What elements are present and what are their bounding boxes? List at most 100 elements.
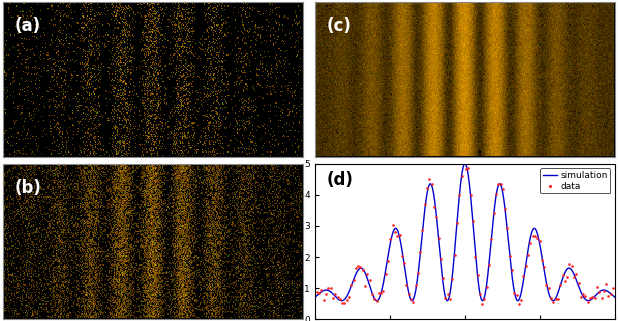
data <box>505 254 515 259</box>
data <box>489 211 499 216</box>
data <box>583 299 593 305</box>
data <box>323 286 333 291</box>
data <box>374 290 384 295</box>
data <box>349 277 358 282</box>
simulation <box>461 162 468 166</box>
data <box>445 297 455 302</box>
simulation <box>518 289 525 293</box>
data <box>386 237 396 242</box>
data <box>576 295 586 300</box>
data <box>567 264 577 269</box>
data <box>525 240 535 246</box>
Y-axis label: Intensity (a.u.): Intensity (a.u.) <box>289 203 299 280</box>
data <box>328 295 338 300</box>
data <box>466 193 476 198</box>
data <box>335 296 345 301</box>
data <box>590 296 599 301</box>
data <box>353 263 363 268</box>
data <box>537 257 547 263</box>
data <box>578 291 588 296</box>
data <box>532 235 542 240</box>
data <box>540 264 549 269</box>
data <box>438 275 448 280</box>
data <box>535 238 544 243</box>
data <box>551 297 561 302</box>
data <box>496 182 506 187</box>
data <box>387 222 397 228</box>
data <box>371 299 381 304</box>
data <box>441 295 451 300</box>
data <box>399 261 409 266</box>
data <box>477 301 487 307</box>
data <box>507 267 517 272</box>
Text: (c): (c) <box>327 17 352 35</box>
data <box>521 264 531 269</box>
data <box>330 292 340 297</box>
data <box>360 283 370 288</box>
data <box>383 258 393 263</box>
data <box>500 207 510 212</box>
simulation <box>611 295 618 299</box>
simulation <box>546 293 553 297</box>
data <box>572 272 582 277</box>
data <box>342 297 352 302</box>
data <box>337 300 347 305</box>
data <box>470 255 480 260</box>
data <box>434 236 444 241</box>
data <box>475 291 485 297</box>
data <box>339 300 349 305</box>
data <box>592 285 602 290</box>
data <box>569 274 579 280</box>
data <box>431 215 441 220</box>
Legend: simulation, data: simulation, data <box>541 168 611 193</box>
Text: (b): (b) <box>15 179 42 197</box>
data <box>418 227 428 232</box>
data <box>484 262 494 267</box>
data <box>516 298 526 303</box>
simulation <box>444 299 451 303</box>
simulation <box>373 299 381 303</box>
data <box>436 257 446 262</box>
data <box>468 218 478 223</box>
data <box>541 282 551 288</box>
data <box>530 233 540 239</box>
data <box>461 167 471 172</box>
data <box>362 272 372 277</box>
data <box>498 187 508 192</box>
data <box>319 298 329 303</box>
data <box>546 296 556 301</box>
data <box>351 265 361 270</box>
data <box>450 252 460 257</box>
data <box>394 232 404 238</box>
data <box>482 285 492 290</box>
data <box>512 292 522 298</box>
data <box>321 292 331 297</box>
data <box>509 291 519 296</box>
Line: simulation: simulation <box>315 164 615 301</box>
data <box>585 296 595 301</box>
data <box>528 234 538 239</box>
data <box>588 295 598 300</box>
data <box>376 290 386 295</box>
data <box>344 294 354 299</box>
data <box>378 289 388 294</box>
data <box>608 285 618 290</box>
data <box>422 186 432 191</box>
Text: (a): (a) <box>15 17 41 35</box>
data <box>314 290 324 295</box>
data <box>420 202 430 207</box>
simulation <box>551 298 559 301</box>
data <box>365 278 375 283</box>
data <box>459 157 468 162</box>
data <box>452 220 462 225</box>
data <box>491 191 501 196</box>
data <box>556 282 565 288</box>
data <box>355 264 365 269</box>
data <box>442 292 452 297</box>
data <box>548 300 558 305</box>
simulation <box>311 295 319 299</box>
data <box>346 282 356 288</box>
data <box>457 173 467 178</box>
data <box>406 296 416 301</box>
data <box>454 192 464 197</box>
